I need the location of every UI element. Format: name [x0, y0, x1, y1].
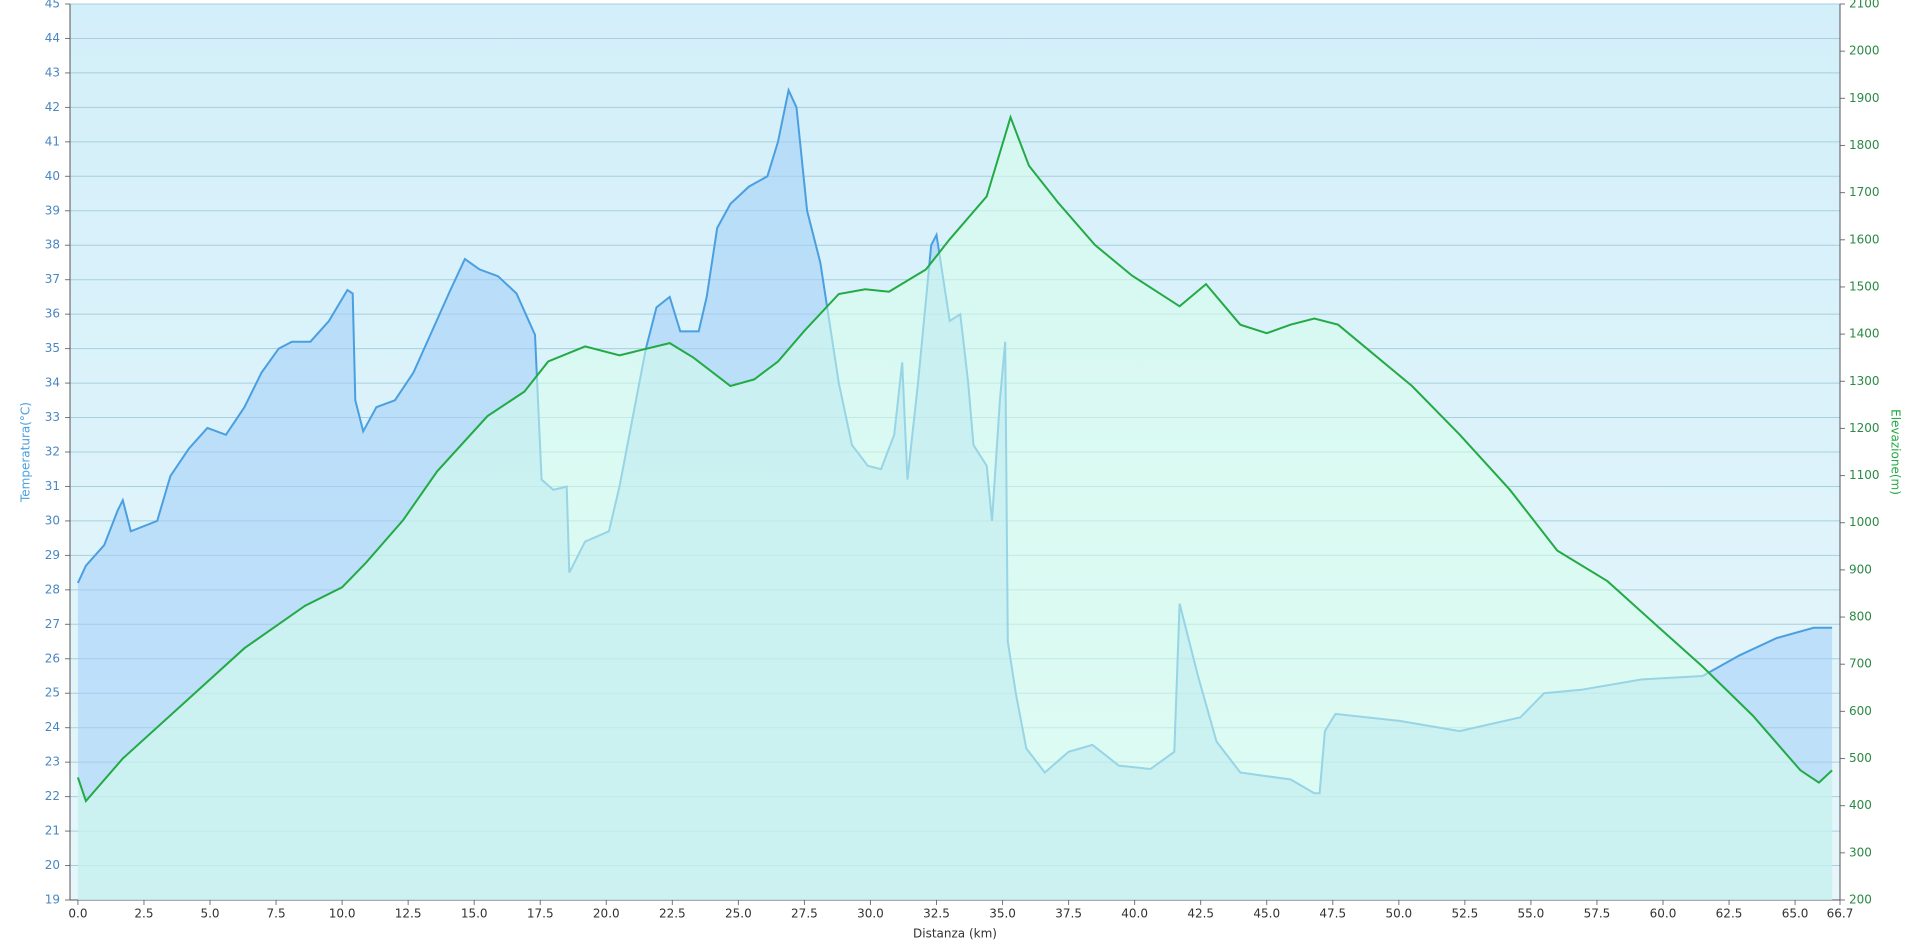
y2-tick-label: 300 [1849, 845, 1872, 859]
y-tick-label: 21 [45, 824, 60, 838]
y-tick-label: 44 [45, 31, 60, 45]
x-tick-label: 0.0 [68, 907, 87, 921]
y-tick-label: 40 [45, 169, 60, 183]
y2-tick-label: 1600 [1849, 232, 1880, 246]
x-tick-label: 20.0 [593, 907, 620, 921]
x-tick-label: 35.0 [989, 907, 1016, 921]
y2-tick-label: 500 [1849, 751, 1872, 765]
line [76, 114, 1833, 803]
y-tick-label: 43 [45, 65, 60, 79]
y-tick-label: 42 [45, 100, 60, 114]
y-tick-label: 27 [45, 617, 60, 631]
x-tick-label: 62.5 [1716, 907, 1743, 921]
y-tick-label: 41 [45, 134, 60, 148]
y-tick-label: 20 [45, 858, 60, 872]
y-tick-label: 25 [45, 686, 60, 700]
y-tick-label: 32 [45, 445, 60, 459]
x-tick-label: 17.5 [527, 907, 554, 921]
y-tick-label: 29 [45, 548, 60, 562]
y-tick-label: 30 [45, 513, 60, 527]
y-tick-label: 34 [45, 376, 60, 390]
x-tick-label: 57.5 [1584, 907, 1611, 921]
y-tick-label: 28 [45, 582, 60, 596]
x-tick-label: 42.5 [1187, 907, 1214, 921]
y-tick-label: 37 [45, 272, 60, 286]
y2-tick-label: 1800 [1849, 138, 1880, 152]
x-axis-title: Distanza (km) [913, 927, 997, 941]
y2-tick-label: 1700 [1849, 185, 1880, 199]
y-tick-label: 23 [45, 755, 60, 769]
x-tick-label: 60.0 [1650, 907, 1677, 921]
y2-tick-label: 1900 [1849, 91, 1880, 105]
x-tick-label: 65.0 [1782, 907, 1809, 921]
x-tick-label: 37.5 [1055, 907, 1082, 921]
x-tick-label: 5.0 [200, 907, 219, 921]
x-tick-label: 22.5 [659, 907, 686, 921]
y2-tick-label: 1400 [1849, 327, 1880, 341]
x-tick-label: 12.5 [395, 907, 422, 921]
x-tick-label: 2.5 [134, 907, 153, 921]
x-tick-label: 15.0 [461, 907, 488, 921]
x-tick-label: 32.5 [923, 907, 950, 921]
y-tick-label: 45 [45, 0, 60, 11]
area [77, 117, 1833, 900]
y2-tick-label: 400 [1849, 798, 1872, 812]
y-tick-label: 24 [45, 720, 60, 734]
y-axis-title: Temperatura(°C) [19, 402, 33, 503]
y2-tick-label: 200 [1849, 893, 1872, 907]
y-tick-label: 22 [45, 789, 60, 803]
y2-axis-title: Elevazione(m) [1889, 409, 1903, 495]
x-tick-label: 45.0 [1253, 907, 1280, 921]
y2-tick-label: 700 [1849, 657, 1872, 671]
x-tick-label: 40.0 [1121, 907, 1148, 921]
y2-tick-label: 1100 [1849, 468, 1880, 482]
y-tick-label: 38 [45, 238, 60, 252]
x-tick-label: 30.0 [857, 907, 884, 921]
x-tick-label: 50.0 [1385, 907, 1412, 921]
y-tick-label: 33 [45, 410, 60, 424]
x-tick-label: 47.5 [1319, 907, 1346, 921]
y2-tick-label: 600 [1849, 704, 1872, 718]
x-tick-label: 66.7 [1827, 907, 1854, 921]
y2-tick-label: 800 [1849, 610, 1872, 624]
y2-tick-label: 1300 [1849, 374, 1880, 388]
x-tick-label: 55.0 [1518, 907, 1545, 921]
y-tick-label: 35 [45, 341, 60, 355]
y2-tick-label: 1500 [1849, 279, 1880, 293]
x-tick-label: 7.5 [267, 907, 286, 921]
x-tick-label: 25.0 [725, 907, 752, 921]
y2-tick-label: 900 [1849, 562, 1872, 576]
x-tick-label: 52.5 [1452, 907, 1479, 921]
y2-tick-label: 2000 [1849, 44, 1880, 58]
y-tick-label: 26 [45, 651, 60, 665]
y2-tick-label: 2100 [1849, 0, 1880, 11]
y-tick-label: 31 [45, 479, 60, 493]
y2-tick-label: 1200 [1849, 421, 1880, 435]
y-tick-label: 39 [45, 203, 60, 217]
x-tick-label: 10.0 [329, 907, 356, 921]
y-tick-label: 19 [45, 893, 60, 907]
y2-tick-label: 1000 [1849, 515, 1880, 529]
y-tick-label: 36 [45, 307, 60, 321]
x-tick-label: 27.5 [791, 907, 818, 921]
